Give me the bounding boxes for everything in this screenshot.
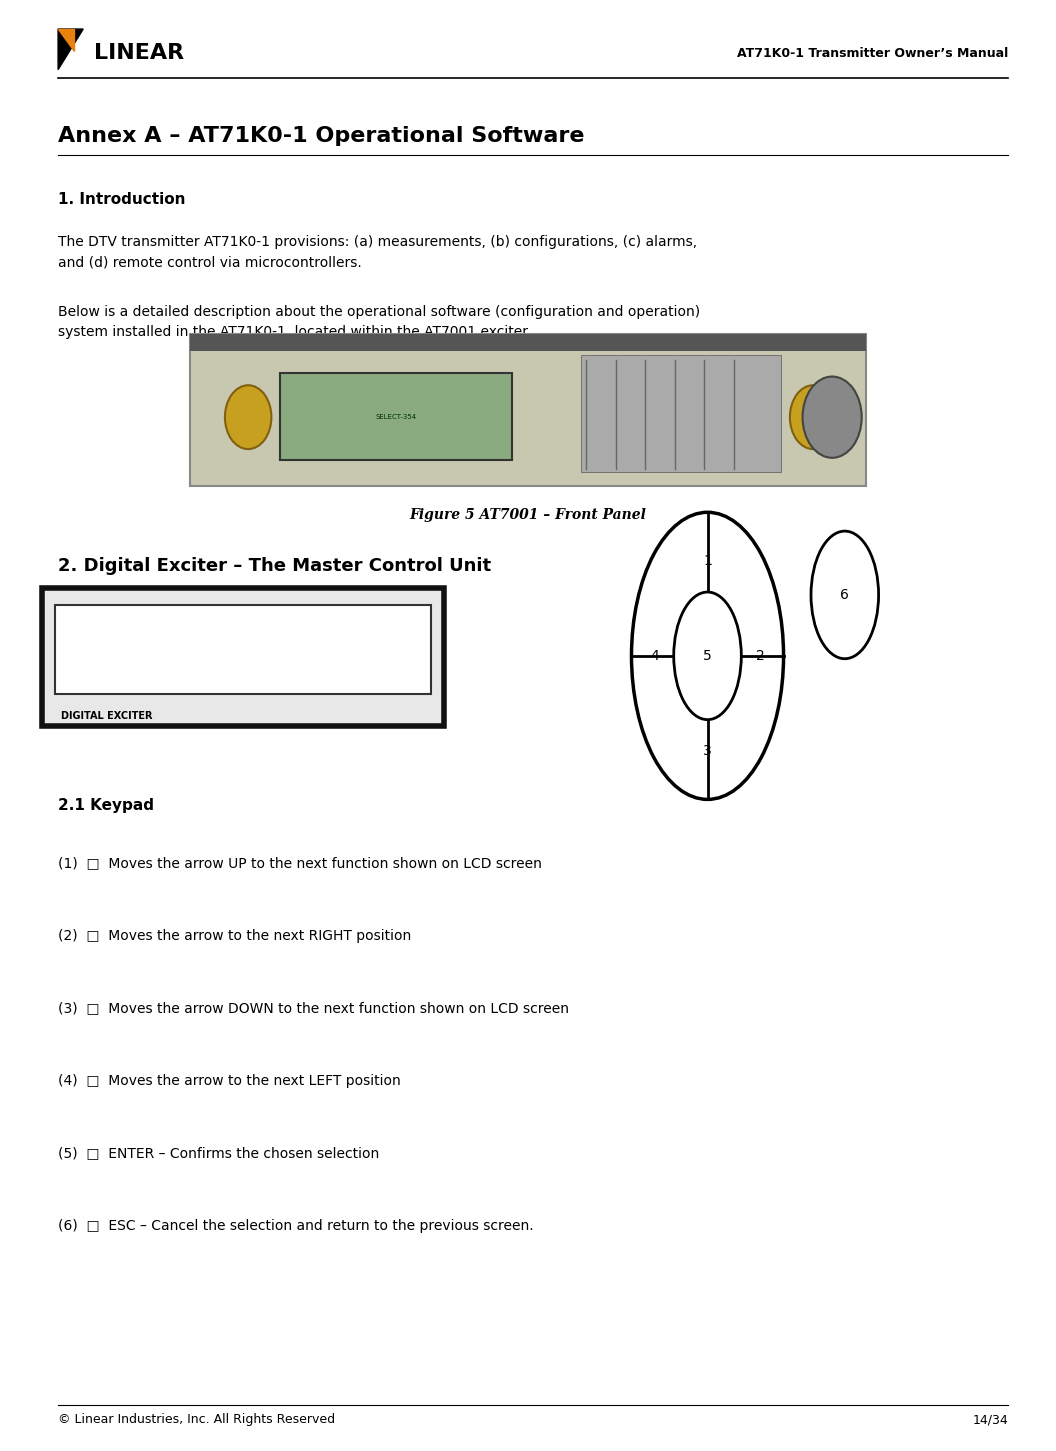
Polygon shape <box>58 29 83 70</box>
FancyBboxPatch shape <box>190 334 866 351</box>
Text: Figure 5 AT7001 – Front Panel: Figure 5 AT7001 – Front Panel <box>410 508 646 522</box>
Text: The DTV transmitter AT71K0-1 provisions: (a) measurements, (b) configurations, (: The DTV transmitter AT71K0-1 provisions:… <box>58 235 697 270</box>
FancyBboxPatch shape <box>55 605 431 694</box>
Text: (4)  □  Moves the arrow to the next LEFT position: (4) □ Moves the arrow to the next LEFT p… <box>58 1074 401 1088</box>
Ellipse shape <box>631 512 784 800</box>
Ellipse shape <box>811 531 879 659</box>
Text: 1: 1 <box>703 554 712 567</box>
Text: 2.1 Keypad: 2.1 Keypad <box>58 798 154 813</box>
Text: Below is a detailed description about the operational software (configuration an: Below is a detailed description about th… <box>58 305 700 340</box>
Ellipse shape <box>674 592 741 720</box>
Text: Annex A – AT71K0-1 Operational Software: Annex A – AT71K0-1 Operational Software <box>58 126 585 147</box>
Text: LINEAR: LINEAR <box>94 44 184 64</box>
Text: 2. Digital Exciter – The Master Control Unit: 2. Digital Exciter – The Master Control … <box>58 557 491 575</box>
Text: 14/34: 14/34 <box>973 1413 1008 1426</box>
Text: DIGITAL EXCITER: DIGITAL EXCITER <box>61 711 153 721</box>
Text: SELECT-354: SELECT-354 <box>376 414 416 421</box>
Text: 4: 4 <box>650 649 660 663</box>
Text: (5)  □  ENTER – Confirms the chosen selection: (5) □ ENTER – Confirms the chosen select… <box>58 1146 379 1161</box>
Text: AT71K0-1 Transmitter Owner’s Manual: AT71K0-1 Transmitter Owner’s Manual <box>737 46 1008 59</box>
Text: (2)  □  Moves the arrow to the next RIGHT position: (2) □ Moves the arrow to the next RIGHT … <box>58 929 412 943</box>
Circle shape <box>225 386 271 450</box>
Text: 1. Introduction: 1. Introduction <box>58 192 186 206</box>
Text: 6: 6 <box>841 588 849 602</box>
FancyBboxPatch shape <box>190 334 866 486</box>
FancyBboxPatch shape <box>42 588 444 726</box>
Text: 5: 5 <box>703 649 712 663</box>
Text: © Linear Industries, Inc. All Rights Reserved: © Linear Industries, Inc. All Rights Res… <box>58 1413 335 1426</box>
Text: (6)  □  ESC – Cancel the selection and return to the previous screen.: (6) □ ESC – Cancel the selection and ret… <box>58 1219 533 1233</box>
Text: 3: 3 <box>703 744 712 757</box>
Circle shape <box>790 386 836 450</box>
Text: 2: 2 <box>755 649 765 663</box>
Circle shape <box>803 377 862 459</box>
Text: (3)  □  Moves the arrow DOWN to the next function shown on LCD screen: (3) □ Moves the arrow DOWN to the next f… <box>58 1001 569 1016</box>
FancyBboxPatch shape <box>581 355 781 472</box>
Text: (1)  □  Moves the arrow UP to the next function shown on LCD screen: (1) □ Moves the arrow UP to the next fun… <box>58 856 542 871</box>
Polygon shape <box>58 29 74 51</box>
FancyBboxPatch shape <box>280 373 512 460</box>
